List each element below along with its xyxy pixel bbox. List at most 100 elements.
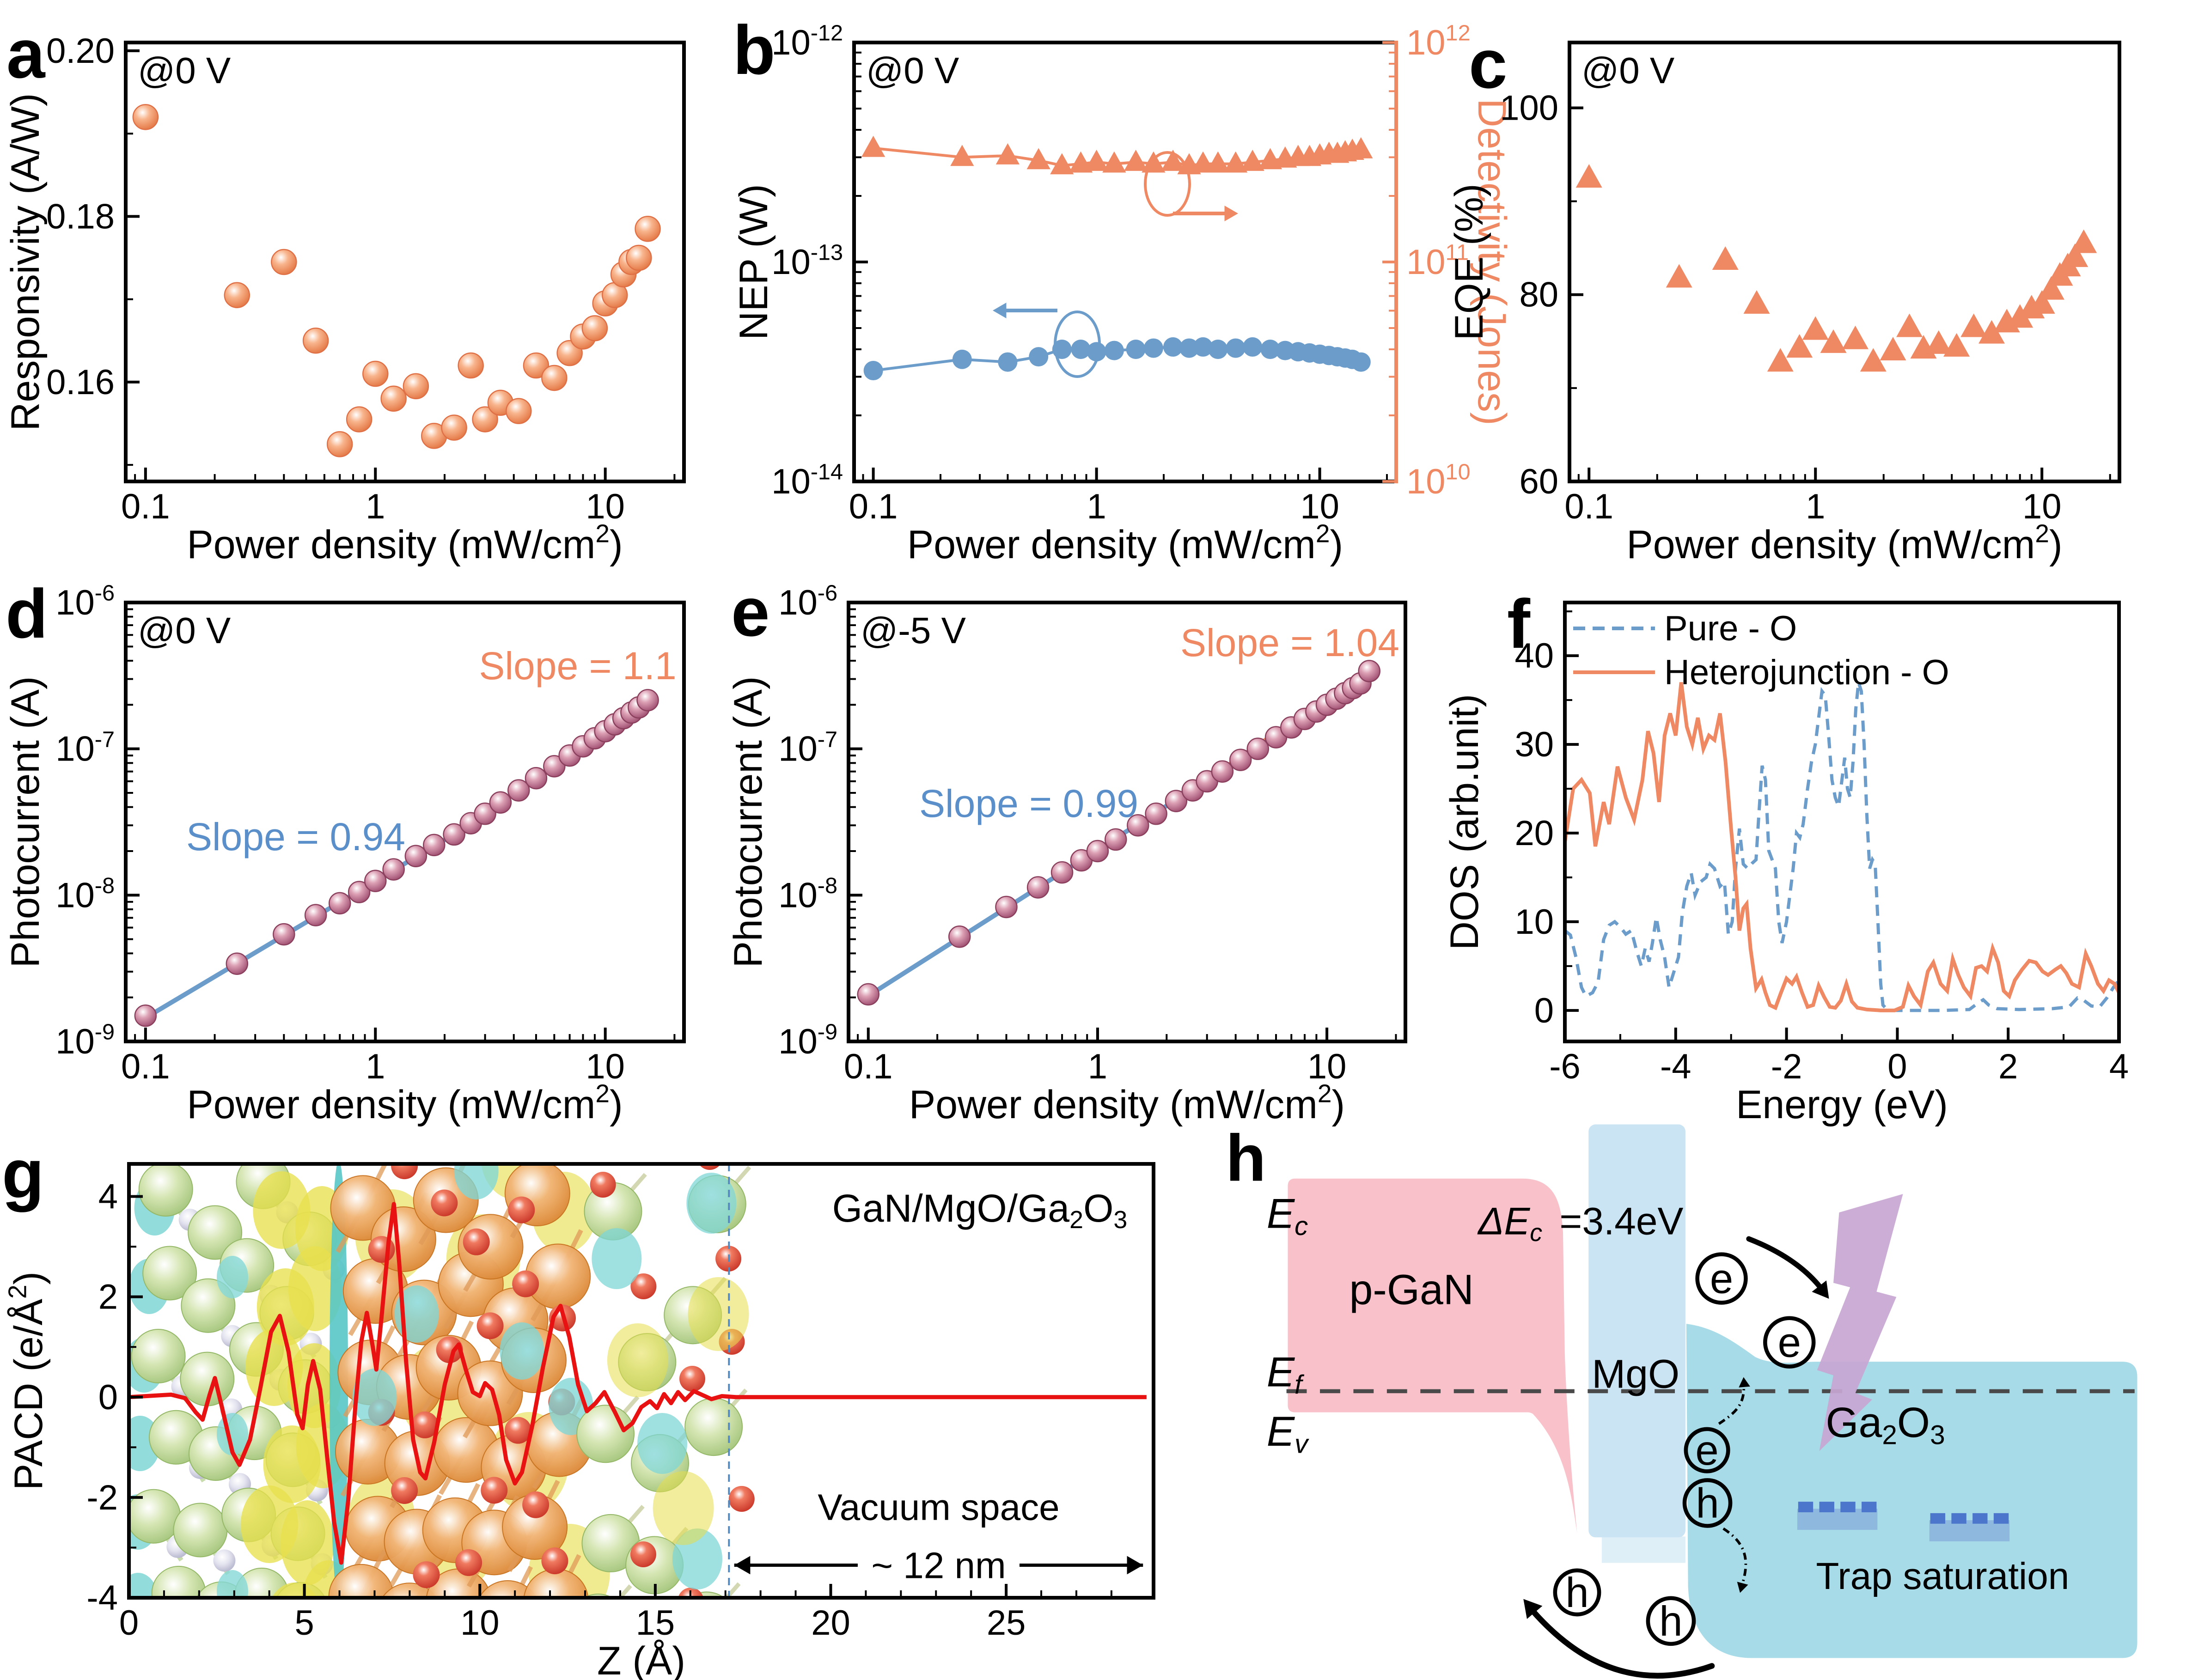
x-tick-label: 0 <box>119 1603 139 1643</box>
bias-annotation: @0 V <box>138 610 231 651</box>
hole-circle: h <box>1553 1568 1601 1617</box>
y-tick-label: -4 <box>86 1578 118 1618</box>
x-tick-label: 20 <box>811 1603 850 1643</box>
electron-circle: e <box>1695 1252 1748 1305</box>
ga2o3-label: Ga2O3 <box>1826 1399 1945 1450</box>
x-tick-label: 0.1 <box>121 1047 170 1086</box>
arrowhead <box>1737 1582 1748 1593</box>
arrowhead <box>1224 206 1238 221</box>
y-tick-label: 10-7 <box>778 727 837 768</box>
panel-b-nep-detectivity: 0.1 1 10 10-14 10-13 10-12 1010 1011 1012 Detecti… <box>728 0 1514 567</box>
mgo-band-tab <box>1601 1536 1685 1563</box>
y-tick-label: 10-9 <box>55 1020 115 1061</box>
y-tick-label: 10-6 <box>55 581 115 622</box>
y-tick-label: 100 <box>1500 88 1558 128</box>
panel-e-canvas: Slope = 0.99 Slope = 1.04 0.1 1 10 10-9 10-8 10… <box>726 573 1407 1127</box>
electron-circle: e <box>1763 1316 1816 1369</box>
x-axis-label: Energy (eV) <box>1736 1083 1948 1127</box>
slope-label-blue: Slope = 0.99 <box>919 782 1138 825</box>
x-tick-label: 1 <box>1087 487 1106 526</box>
y-axis-label: NEP (W) <box>732 184 776 340</box>
x-tick-label: 1 <box>1088 1047 1107 1086</box>
panel-g-pacd: ~ 12 nm Vacuum space GaN/MgO/Ga2O3 0 5 10 15 20… <box>0 1120 1202 1680</box>
x-axis-label: Power density (mW/cm2) <box>1626 519 2062 567</box>
y-tick-label: 80 <box>1519 275 1558 315</box>
panel-h-band-diagram: e e e h h h Ec Ef Ev ΔEc =3.4eV p-GaN MgO Ga2O3 Trap s… <box>1202 1120 2186 1680</box>
axes: 0 5 10 15 20 25 -4 -2 0 2 4 Z (Å) PACD (e/Å2) <box>3 1162 1155 1680</box>
vacuum-space-label: Vacuum space <box>818 1487 1059 1528</box>
arrowhead <box>734 1556 751 1575</box>
y-tick-label: 0.20 <box>46 31 115 71</box>
arrowhead <box>993 303 1007 318</box>
p-gan-label: p-GaN <box>1349 1266 1474 1313</box>
panel-c-canvas: 0.1 1 10 60 80 100 Power density (mW/cm2) EQE (… <box>1447 25 2121 567</box>
mgo-label: MgO <box>1592 1351 1679 1396</box>
y-tick-label: 10-13 <box>771 240 843 282</box>
panel-a-canvas: 0.1 1 10 0.16 0.18 0.20 Power density (mW/cm2)… <box>3 15 686 567</box>
x-tick-label: 1 <box>1806 487 1825 526</box>
trap-states-2 <box>1929 1513 2010 1541</box>
photocurrent-series <box>857 660 1380 1006</box>
slope-label-blue: Slope = 0.94 <box>186 815 405 858</box>
pacd-curve <box>128 1202 1147 1565</box>
y2-tick-label: 1011 <box>1406 240 1469 282</box>
y-axis-label: EQE (%) <box>1447 183 1491 340</box>
bias-annotation: @-5 V <box>861 610 966 651</box>
electron-label: e <box>1695 1427 1718 1474</box>
eqe-series <box>1575 164 2097 372</box>
x-tick-label: 10 <box>1307 1047 1347 1086</box>
x-tick-label: 5 <box>294 1603 314 1643</box>
x-tick-label: 10 <box>586 1047 625 1086</box>
responsivity-series <box>132 104 661 457</box>
x-tick-label: 1 <box>366 1047 385 1086</box>
legend-label: Heterojunction - O <box>1664 653 1949 692</box>
detectivity-ellipse <box>1144 151 1191 217</box>
y-tick-label: 2 <box>98 1278 118 1317</box>
x-tick-label: -2 <box>1771 1047 1802 1086</box>
panel-letter: h <box>1226 1121 1266 1195</box>
y2-tick-label: 1010 <box>1406 460 1471 501</box>
y2-axis-label: Detectivity (Jones) <box>1470 98 1514 425</box>
arrowhead <box>1127 1556 1143 1575</box>
y-tick-label: 4 <box>98 1177 118 1217</box>
y-tick-label: 40 <box>1514 636 1554 676</box>
axes: 0.1 1 10 10-9 10-8 10-7 10-6 Power density (mW/… <box>3 581 686 1127</box>
hole-label: h <box>1696 1480 1719 1527</box>
hole-label: h <box>1659 1598 1682 1645</box>
trap-states-1 <box>1797 1502 1878 1530</box>
x-tick-label: 15 <box>636 1603 675 1643</box>
bias-annotation: @0 V <box>138 50 231 91</box>
y-tick-label: 10-7 <box>55 727 115 768</box>
x-tick-label: 0.1 <box>121 487 170 526</box>
arrowhead <box>1812 1280 1829 1299</box>
nep-ellipse <box>1054 310 1101 378</box>
panel-d-photocurrent-0v: Slope = 0.94 Slope = 1.1 0.1 1 10 10-9 10-8 10-… <box>0 560 728 1127</box>
hole-label: h <box>1565 1570 1588 1616</box>
x-tick-label: 10 <box>460 1603 500 1643</box>
y-tick-label: 10-6 <box>778 581 837 622</box>
legend-label: Pure - O <box>1664 609 1797 648</box>
y-tick-label: 10-8 <box>778 873 837 915</box>
y-axis-label: DOS (arb.unit) <box>1442 694 1487 950</box>
axes: 0.1 1 10 60 80 100 Power density (mW/cm2) EQE (… <box>1447 41 2121 567</box>
y-axis-label: Photocurrent (A) <box>726 676 770 968</box>
x-tick-label: 2 <box>1998 1047 2018 1086</box>
x-axis-label: Power density (mW/cm2) <box>909 1079 1345 1127</box>
detectivity-series <box>861 135 1373 175</box>
y-tick-label: 0 <box>98 1378 118 1417</box>
x-tick-label: 0.1 <box>844 1047 893 1086</box>
y-axis-label: PACD (e/Å2) <box>3 1272 51 1490</box>
x-axis-label: Power density (mW/cm2) <box>187 1079 623 1127</box>
y-axis-label: Photocurrent (A) <box>3 676 48 968</box>
panel-letter: e <box>731 573 769 651</box>
panel-b-canvas: 0.1 1 10 10-14 10-13 10-12 1010 1011 1012 Detecti… <box>732 11 1514 567</box>
y-tick-label: 0.16 <box>46 363 115 402</box>
delta-ec-value: =3.4eV <box>1559 1199 1683 1243</box>
legend: Pure - O Heterojunction - O <box>1573 609 1949 692</box>
electron-label: e <box>1778 1320 1801 1366</box>
